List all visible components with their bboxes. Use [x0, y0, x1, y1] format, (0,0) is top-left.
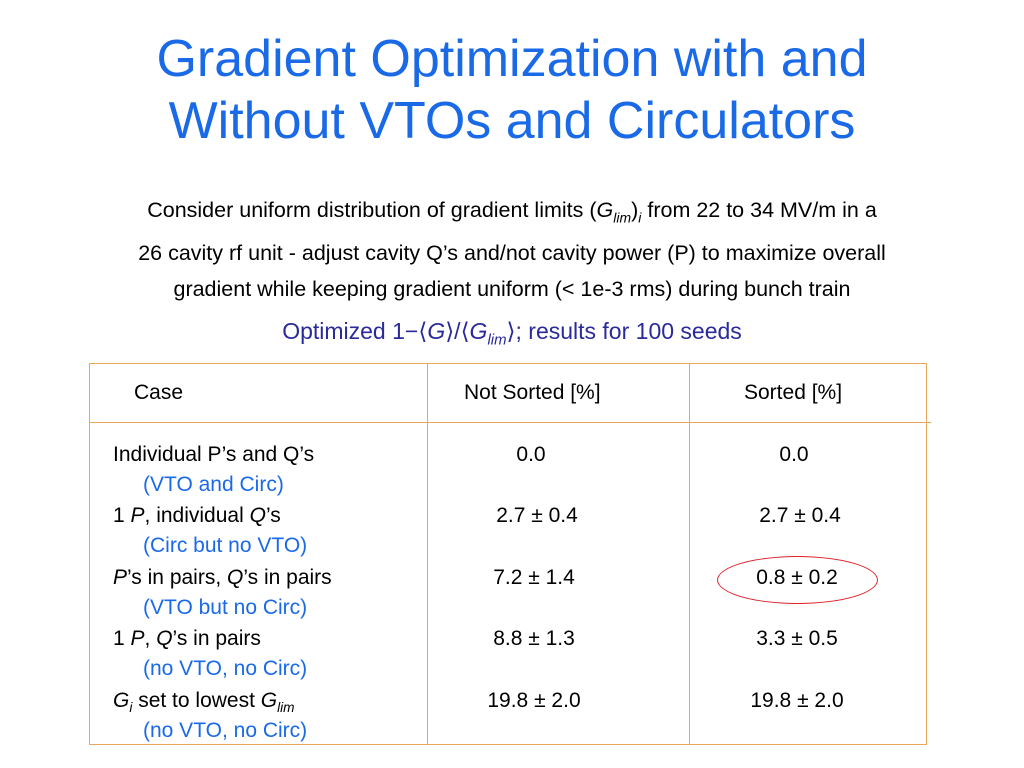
- row3-case-a: P: [113, 566, 128, 589]
- intro-text-b: from 22 to 34 MV/m in a: [641, 198, 877, 222]
- intro-text-a: Consider uniform distribution of gradien…: [147, 198, 597, 222]
- highlight-oval: [717, 556, 878, 604]
- row1-sorted: 0.0: [779, 443, 809, 466]
- intro-line2: 26 cavity rf unit - adjust cavity Q’s an…: [138, 241, 886, 266]
- results-subtitle: Optimized 1−⟨G⟩/⟨Glim⟩; results for 100 …: [0, 318, 1024, 349]
- row2-case-b: P: [130, 504, 145, 527]
- slide-title: Gradient Optimization with and Without V…: [0, 28, 1024, 152]
- row2-case-e: ’s: [265, 504, 281, 527]
- intro-lim: lim: [613, 209, 632, 226]
- row3-not-sorted: 7.2 ± 1.4: [493, 566, 575, 589]
- subtitle-mid: ⟩/⟨: [445, 318, 470, 344]
- subtitle-g2: G: [469, 318, 488, 344]
- row5-case-a: G: [113, 689, 130, 712]
- row3-sub: (VTO but no Circ): [143, 596, 308, 619]
- table-divider-2: [689, 363, 690, 745]
- row4-case: 1 P, Q’s in pairs: [113, 627, 261, 651]
- table-divider-1: [427, 363, 428, 745]
- row3-case: P’s in pairs, Q’s in pairs: [113, 566, 332, 590]
- row1-case: Individual P’s and Q’s: [113, 443, 315, 466]
- row2-case-c: , individual: [144, 504, 250, 527]
- row4-case-b: P: [130, 627, 145, 650]
- subtitle-a: Optimized 1−⟨: [282, 318, 428, 344]
- intro-i: i: [638, 209, 642, 226]
- row5-case-d: G: [260, 689, 278, 712]
- row1-sub: (VTO and Circ): [143, 473, 284, 496]
- row3-case-b: ’s in pairs,: [127, 566, 228, 589]
- row2-sub: (Circ but no VTO): [143, 534, 308, 557]
- row4-not-sorted: 8.8 ± 1.3: [493, 627, 575, 650]
- intro-paragraph: Consider uniform distribution of gradien…: [40, 192, 984, 307]
- row5-case-c: set to lowest: [132, 689, 261, 712]
- row2-not-sorted: 2.7 ± 0.4: [496, 504, 578, 527]
- subtitle-g: G: [427, 318, 446, 344]
- row4-sorted: 3.3 ± 0.5: [756, 627, 838, 650]
- row5-sub: (no VTO, no Circ): [143, 719, 308, 742]
- subtitle-b: ⟩; results for 100 seeds: [506, 318, 742, 344]
- row2-case: 1 P, individual Q’s: [113, 504, 281, 528]
- row2-case-a: 1: [113, 504, 131, 527]
- row4-case-a: 1: [113, 627, 131, 650]
- row2-case-d: Q: [249, 504, 266, 527]
- results-table: [89, 363, 927, 745]
- header-sorted: Sorted [%]: [744, 381, 843, 404]
- row3-case-c: Q: [227, 566, 244, 589]
- row1-not-sorted: 0.0: [516, 443, 546, 466]
- intro-line3: gradient while keeping gradient uniform …: [173, 277, 851, 302]
- row3-case-d: ’s in pairs: [243, 566, 332, 589]
- header-case: Case: [134, 381, 184, 404]
- row5-case-b: i: [129, 700, 133, 716]
- table-header-rule: [89, 422, 931, 423]
- intro-line1: Consider uniform distribution of gradien…: [147, 198, 877, 226]
- row4-case-d: Q: [156, 627, 173, 650]
- slide-title-line1: Gradient Optimization with and: [156, 30, 868, 88]
- row4-sub: (no VTO, no Circ): [143, 657, 308, 680]
- row4-case-e: ’s in pairs: [172, 627, 261, 650]
- header-not-sorted: Not Sorted [%]: [464, 381, 601, 404]
- row5-not-sorted: 19.8 ± 2.0: [487, 689, 581, 712]
- subtitle-lim: lim: [487, 331, 507, 349]
- row4-case-c: ,: [144, 627, 157, 650]
- intro-g: G: [596, 198, 614, 222]
- slide-title-line2: Without VTOs and Circulators: [168, 92, 856, 150]
- row5-case: Gi set to lowest Glim: [113, 689, 295, 715]
- row5-sorted: 19.8 ± 2.0: [750, 689, 844, 712]
- row5-case-e: lim: [277, 700, 295, 716]
- row2-sorted: 2.7 ± 0.4: [759, 504, 841, 527]
